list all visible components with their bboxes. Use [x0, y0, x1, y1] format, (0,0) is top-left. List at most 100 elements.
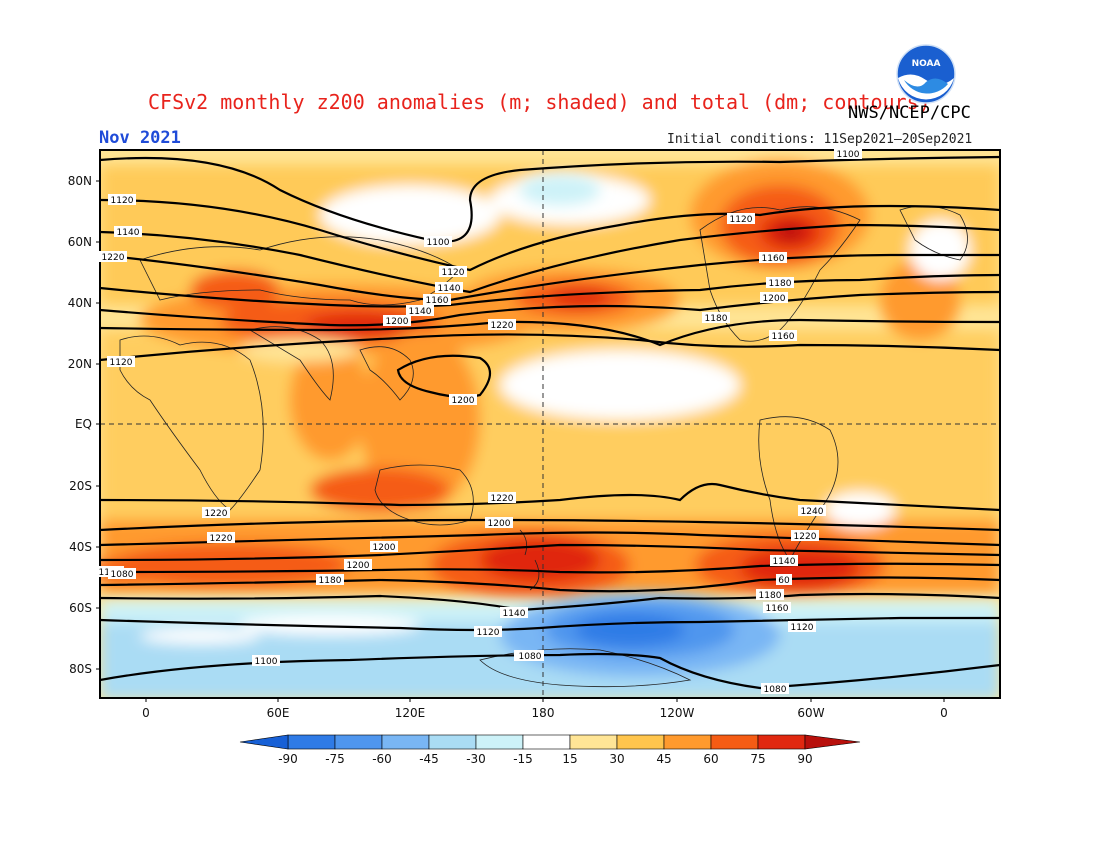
- svg-text:1220: 1220: [491, 321, 514, 331]
- contour-label: 1200: [344, 559, 372, 571]
- contour-label: 1220: [488, 319, 516, 331]
- lat-tick-label: 60S: [69, 601, 92, 615]
- svg-text:1120: 1120: [791, 623, 814, 633]
- svg-text:1200: 1200: [373, 543, 396, 553]
- svg-text:1100: 1100: [255, 657, 278, 667]
- svg-text:1140: 1140: [503, 609, 526, 619]
- contour-label: 1220: [99, 251, 127, 263]
- svg-text:1180: 1180: [319, 576, 342, 586]
- contour-label: 1120: [727, 213, 755, 225]
- lat-tick-label: EQ: [75, 417, 92, 431]
- svg-text:1220: 1220: [205, 509, 228, 519]
- colorbar-right-arrow: [804, 734, 861, 750]
- svg-text:NOAA: NOAA: [912, 59, 941, 69]
- contour-label: 1180: [316, 574, 344, 586]
- chart-title: CFSv2 monthly z200 anomalies (m; shaded)…: [148, 90, 931, 114]
- contour-label: 1120: [474, 626, 502, 638]
- svg-text:1220: 1220: [210, 534, 233, 544]
- contour-label: 1180: [702, 312, 730, 324]
- colorbar-tick-label: -90: [278, 752, 298, 766]
- contour-label: 60: [776, 574, 792, 586]
- svg-text:1120: 1120: [477, 628, 500, 638]
- lat-tick-label: 80S: [69, 662, 92, 676]
- svg-text:1180: 1180: [769, 279, 792, 289]
- contour-label: 1120: [788, 621, 816, 633]
- svg-text:1160: 1160: [762, 254, 785, 264]
- colorbar: -90 -75 -60 -45 -30 -15 15 30 45 60 75 90: [239, 734, 861, 766]
- lat-tick-label: 60N: [68, 235, 92, 249]
- svg-text:1120: 1120: [111, 196, 134, 206]
- contour-label: 1140: [114, 226, 142, 238]
- svg-text:1140: 1140: [409, 307, 432, 317]
- colorbar-segment: [522, 734, 571, 750]
- contour-label: 1120: [108, 194, 136, 206]
- agency-label: NWS/NCEP/CPC: [848, 103, 971, 123]
- svg-text:1080: 1080: [519, 652, 542, 662]
- colorbar-segment: [569, 734, 618, 750]
- contour-label: 1140: [500, 607, 528, 619]
- svg-text:1180: 1180: [705, 314, 728, 324]
- svg-text:1080: 1080: [764, 685, 787, 695]
- svg-text:1200: 1200: [386, 317, 409, 327]
- contour-label: 1220: [207, 532, 235, 544]
- svg-text:1220: 1220: [102, 253, 125, 263]
- contour-label: 1120: [107, 356, 135, 368]
- contour-label: 1080: [516, 650, 544, 662]
- contour-label: 1080: [108, 568, 136, 580]
- lon-tick-label: 180: [532, 706, 555, 720]
- colorbar-segment: [710, 734, 759, 750]
- lat-tick-label: 40N: [68, 296, 92, 310]
- lat-tick-label: 80N: [68, 174, 92, 188]
- svg-text:1160: 1160: [426, 296, 449, 306]
- svg-text:1200: 1200: [488, 519, 511, 529]
- svg-text:1140: 1140: [773, 557, 796, 567]
- colorbar-tick-label: 75: [750, 752, 765, 766]
- lon-tick-label: 120W: [660, 706, 695, 720]
- contour-label: 1180: [766, 277, 794, 289]
- contour-label: 1140: [770, 555, 798, 567]
- contour-labels: 1100112011401160112011001120114011601180…: [96, 148, 862, 695]
- contour-label: 1200: [449, 394, 477, 406]
- colorbar-tick-label: -15: [513, 752, 533, 766]
- colorbar-tick-label: -75: [325, 752, 345, 766]
- longitude-axis: 0 60E 120E 180 120W 60W 0: [142, 698, 948, 720]
- svg-text:1240: 1240: [801, 507, 824, 517]
- noaa-logo-icon: NOAA: [896, 44, 956, 104]
- svg-text:1120: 1120: [730, 215, 753, 225]
- lat-tick-label: 20S: [69, 479, 92, 493]
- lon-tick-label: 60E: [267, 706, 290, 720]
- contour-label: 1240: [798, 505, 826, 517]
- colorbar-segment: [663, 734, 712, 750]
- contour-label: 1080: [761, 683, 789, 695]
- latitude-axis: 80N 60N 40N 20N EQ 20S 40S 60S 80S: [68, 174, 100, 676]
- contour-label: 1140: [406, 305, 434, 317]
- colorbar-segment: [757, 734, 806, 750]
- lon-tick-label: 60W: [797, 706, 824, 720]
- colorbar-segment: [475, 734, 524, 750]
- svg-text:1140: 1140: [117, 228, 140, 238]
- shading-layer: [100, 150, 1000, 698]
- contour-label: 1120: [439, 266, 467, 278]
- colorbar-segment: [616, 734, 665, 750]
- contour-label: 1100: [424, 236, 452, 248]
- svg-text:1140: 1140: [438, 284, 461, 294]
- contour-label: 1200: [383, 315, 411, 327]
- colorbar-tick-label: 90: [797, 752, 812, 766]
- contour-label: 1140: [435, 282, 463, 294]
- contour-label: 1220: [791, 530, 819, 542]
- contour-label: 1220: [488, 492, 516, 504]
- colorbar-left-arrow: [239, 734, 289, 750]
- lat-tick-label: 20N: [68, 357, 92, 371]
- contour-label: 1100: [252, 655, 280, 667]
- svg-text:1200: 1200: [763, 294, 786, 304]
- svg-text:1080: 1080: [111, 570, 134, 580]
- contour-label: 1200: [485, 517, 513, 529]
- colorbar-tick-label: 60: [703, 752, 718, 766]
- contour-label: 1160: [423, 294, 451, 306]
- contour-label: 1160: [769, 330, 797, 342]
- svg-text:60: 60: [778, 576, 790, 586]
- contour-label: 1200: [760, 292, 788, 304]
- svg-text:1160: 1160: [772, 332, 795, 342]
- svg-text:1200: 1200: [347, 561, 370, 571]
- colorbar-segment: [334, 734, 383, 750]
